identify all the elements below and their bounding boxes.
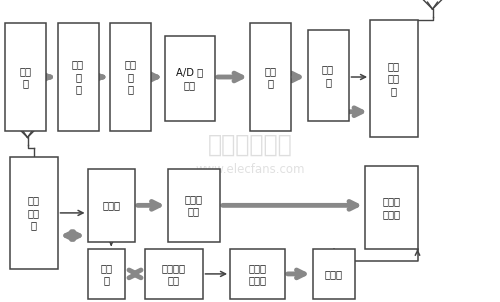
Text: 调制
电
路: 调制 电 路 <box>72 59 84 95</box>
Bar <box>370 20 418 137</box>
Text: 编码
器: 编码 器 <box>322 64 334 87</box>
Text: 控制驱动
电路: 控制驱动 电路 <box>162 263 186 285</box>
Text: A/D 变
换器: A/D 变 换器 <box>176 67 204 90</box>
Text: 十进制
计数器: 十进制 计数器 <box>248 263 266 285</box>
Text: 射频
收发
器: 射频 收发 器 <box>388 61 400 96</box>
Text: 译码器: 译码器 <box>102 200 120 210</box>
Text: 信号
隔
离: 信号 隔 离 <box>124 59 136 95</box>
Bar <box>230 249 285 299</box>
Text: 传感
器: 传感 器 <box>20 66 32 88</box>
Bar <box>10 157 58 269</box>
Text: 单片
机: 单片 机 <box>100 263 112 285</box>
Text: 十进译
码器: 十进译 码器 <box>185 194 203 217</box>
Bar <box>168 169 220 242</box>
Text: 数码管
显示器: 数码管 显示器 <box>382 196 400 219</box>
Bar <box>308 30 348 121</box>
Text: www.elecfans.com: www.elecfans.com <box>195 162 305 176</box>
Text: 射频
收发
器: 射频 收发 器 <box>28 195 40 230</box>
Bar <box>5 23 46 131</box>
Bar <box>312 249 355 299</box>
Bar <box>58 23 98 131</box>
Bar <box>165 36 215 121</box>
Bar <box>110 23 151 131</box>
Bar <box>88 169 135 242</box>
Bar <box>145 249 203 299</box>
Text: 驱动器: 驱动器 <box>325 269 343 279</box>
Bar <box>250 23 291 131</box>
Text: 单片
机: 单片 机 <box>264 66 276 88</box>
Text: 电子发烧友网: 电子发烧友网 <box>208 133 292 157</box>
Bar <box>365 166 418 249</box>
Bar <box>88 249 125 299</box>
